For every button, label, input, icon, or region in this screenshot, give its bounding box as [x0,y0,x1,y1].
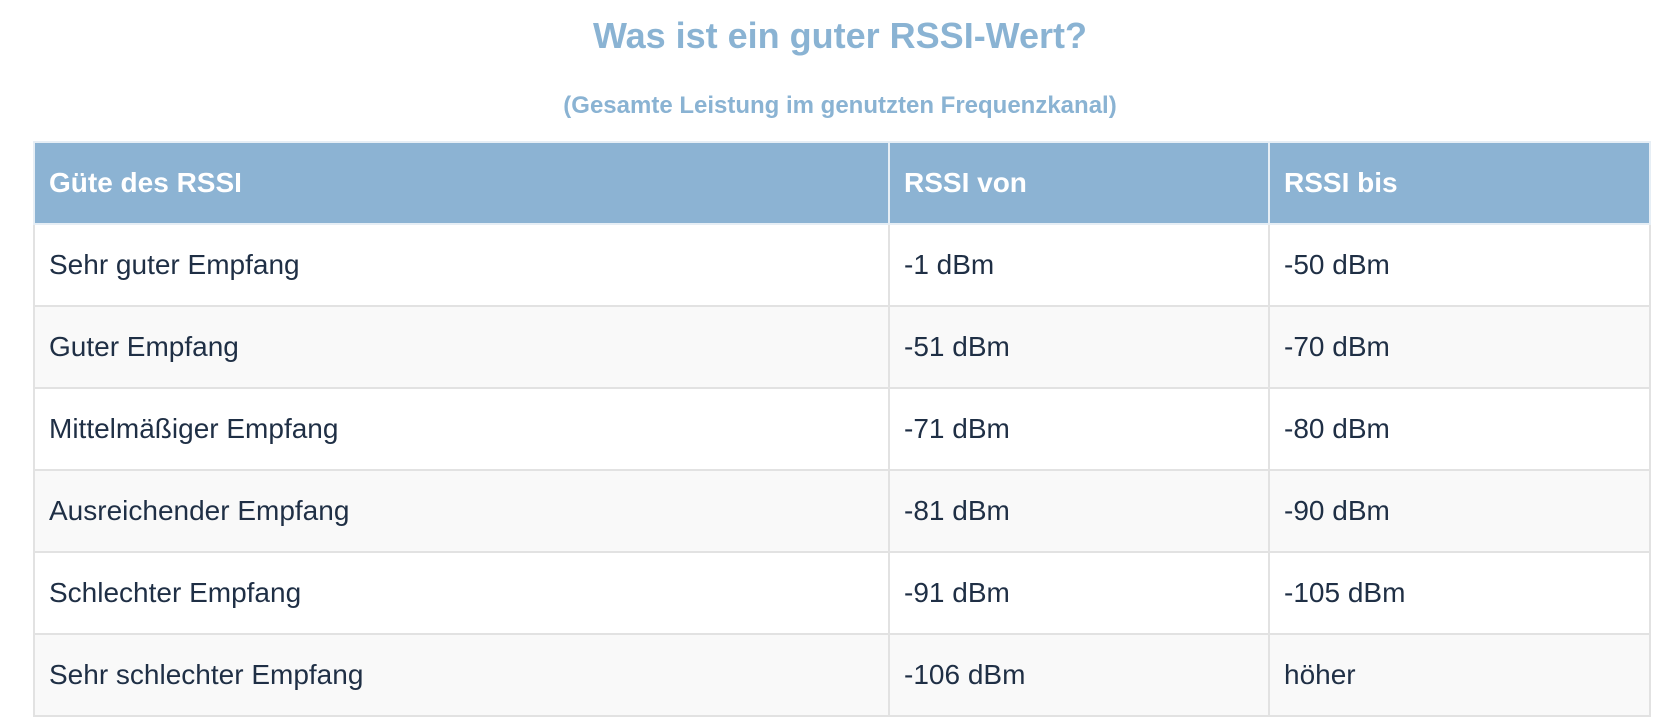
rssi-from-cell: -106 dBm [888,633,1270,717]
column-header-quality: Güte des RSSI [33,141,890,225]
rssi-to-cell: höher [1268,633,1651,717]
table-header-row: Güte des RSSI RSSI von RSSI bis [33,141,1651,225]
rssi-to-cell: -70 dBm [1268,305,1651,389]
rssi-from-cell: -51 dBm [888,305,1270,389]
rssi-from-cell: -91 dBm [888,551,1270,635]
quality-cell: Schlechter Empfang [33,551,890,635]
column-header-rssi-from: RSSI von [888,141,1270,225]
page-subtitle: (Gesamte Leistung im genutzten Frequenzk… [563,92,1117,119]
rssi-to-cell: -90 dBm [1268,469,1651,553]
quality-cell: Mittelmäßiger Empfang [33,387,890,471]
rssi-from-cell: -81 dBm [888,469,1270,553]
rssi-from-cell: -1 dBm [888,223,1270,307]
quality-cell: Ausreichender Empfang [33,469,890,553]
rssi-from-cell: -71 dBm [888,387,1270,471]
quality-cell: Sehr guter Empfang [33,223,890,307]
table-row: Guter Empfang -51 dBm -70 dBm [33,305,1651,389]
rssi-table: Güte des RSSI RSSI von RSSI bis Sehr gut… [33,141,1651,717]
table-row: Sehr schlechter Empfang -106 dBm höher [33,633,1651,717]
quality-cell: Guter Empfang [33,305,890,389]
quality-cell: Sehr schlechter Empfang [33,633,890,717]
rssi-to-cell: -50 dBm [1268,223,1651,307]
page-title: Was ist ein guter RSSI-Wert? [592,15,1088,56]
table-row: Schlechter Empfang -91 dBm -105 dBm [33,551,1651,635]
table-row: Mittelmäßiger Empfang -71 dBm -80 dBm [33,387,1651,471]
column-header-rssi-to: RSSI bis [1268,141,1651,225]
table-row: Sehr guter Empfang -1 dBm -50 dBm [33,223,1651,307]
rssi-to-cell: -80 dBm [1268,387,1651,471]
table-row: Ausreichender Empfang -81 dBm -90 dBm [33,469,1651,553]
rssi-to-cell: -105 dBm [1268,551,1651,635]
